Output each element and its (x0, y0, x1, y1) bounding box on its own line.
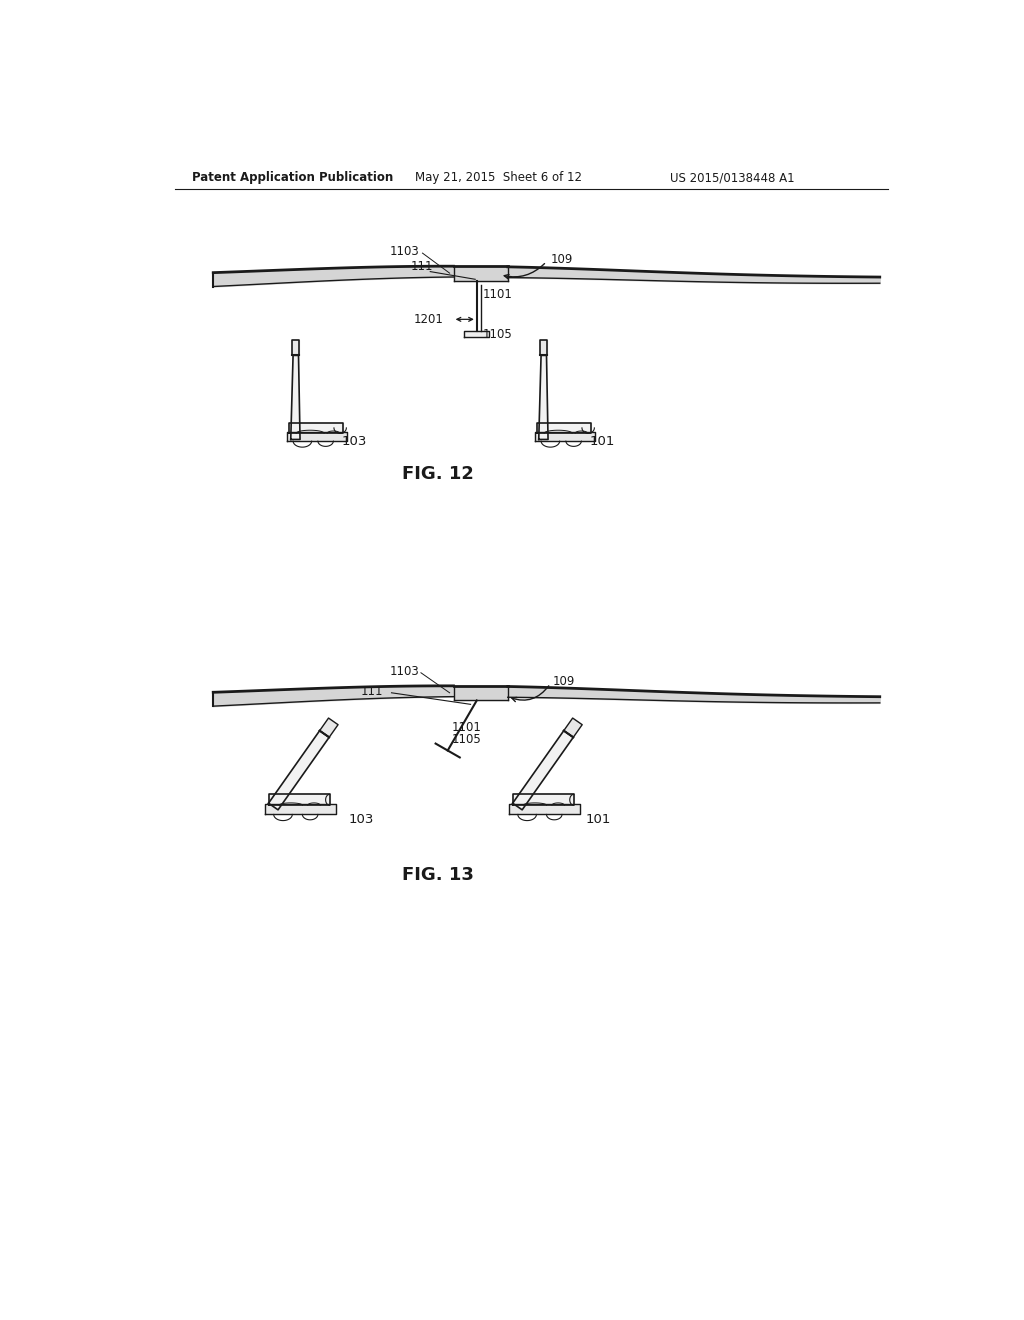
Text: 1105: 1105 (452, 733, 481, 746)
Text: 1101: 1101 (483, 288, 513, 301)
Polygon shape (454, 267, 508, 281)
Polygon shape (513, 795, 573, 805)
Text: 1101: 1101 (452, 721, 481, 734)
Polygon shape (291, 355, 300, 440)
Polygon shape (509, 804, 580, 814)
Polygon shape (265, 804, 336, 814)
Polygon shape (454, 686, 508, 701)
Text: 1103: 1103 (390, 246, 420, 259)
Text: 101: 101 (589, 436, 614, 449)
Text: FIG. 12: FIG. 12 (402, 465, 474, 483)
Text: May 21, 2015  Sheet 6 of 12: May 21, 2015 Sheet 6 of 12 (415, 172, 582, 185)
Text: 109: 109 (553, 675, 575, 688)
Text: 103: 103 (341, 436, 367, 449)
Polygon shape (464, 331, 489, 337)
Polygon shape (541, 341, 547, 355)
Text: 1105: 1105 (483, 329, 513, 342)
Text: 111: 111 (411, 260, 433, 273)
Polygon shape (268, 731, 329, 810)
Polygon shape (287, 432, 347, 441)
Polygon shape (292, 341, 299, 355)
Text: 109: 109 (550, 252, 572, 265)
Text: Patent Application Publication: Patent Application Publication (191, 172, 393, 185)
Text: 1201: 1201 (414, 313, 443, 326)
Text: US 2015/0138448 A1: US 2015/0138448 A1 (671, 172, 795, 185)
Text: 111: 111 (360, 685, 383, 698)
Polygon shape (535, 432, 595, 441)
Text: FIG. 13: FIG. 13 (402, 866, 474, 883)
Polygon shape (269, 795, 330, 805)
Polygon shape (289, 422, 343, 433)
Polygon shape (564, 718, 583, 738)
Text: 101: 101 (586, 813, 610, 825)
Text: 103: 103 (349, 813, 374, 825)
Polygon shape (513, 731, 573, 810)
Polygon shape (319, 718, 338, 738)
Polygon shape (539, 355, 548, 440)
Text: 1103: 1103 (390, 665, 420, 677)
Polygon shape (538, 422, 591, 433)
